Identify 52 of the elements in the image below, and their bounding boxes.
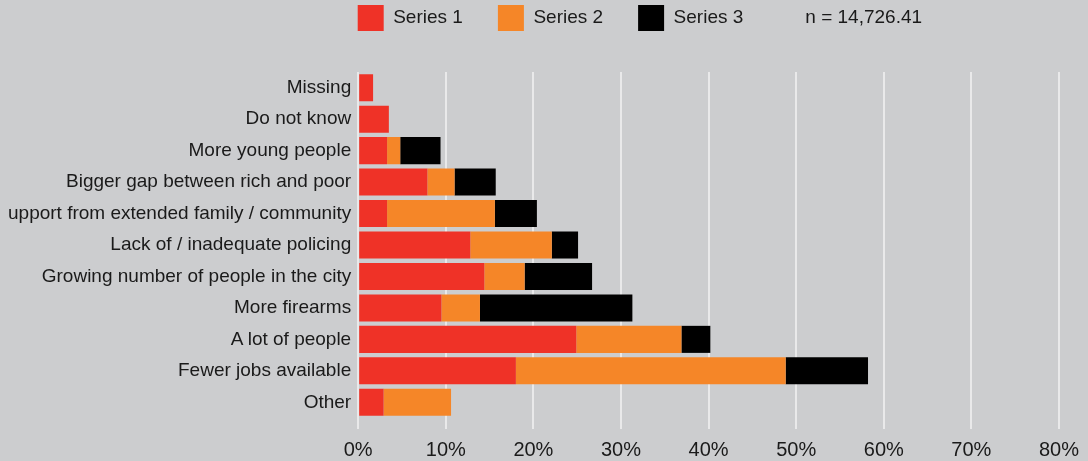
bar bbox=[484, 262, 525, 290]
bar bbox=[359, 168, 428, 196]
bar bbox=[576, 325, 682, 353]
bar bbox=[359, 388, 384, 416]
y-tick-label: upport from extended family / community bbox=[7, 201, 352, 223]
bar bbox=[524, 262, 593, 290]
bar bbox=[359, 74, 374, 102]
bar bbox=[479, 294, 633, 322]
bar bbox=[681, 325, 711, 353]
y-tick-label: Growing number of people in the city bbox=[41, 264, 352, 286]
y-tick-label: Do not know bbox=[245, 107, 352, 129]
x-tick-label: 80% bbox=[1038, 437, 1080, 460]
x-tick-label: 10% bbox=[425, 437, 467, 460]
bar bbox=[359, 231, 471, 259]
y-tick-label: Bigger gap between rich and poor bbox=[65, 170, 352, 192]
bar bbox=[359, 105, 389, 133]
y-tick-label: Other bbox=[303, 390, 352, 412]
bar bbox=[359, 357, 516, 385]
bar bbox=[470, 231, 552, 259]
bar bbox=[441, 294, 480, 322]
bar bbox=[387, 200, 495, 228]
legend-label: Series 1 bbox=[393, 6, 463, 28]
text: n = 14,726.41 bbox=[805, 6, 923, 28]
bar bbox=[383, 388, 452, 416]
bar bbox=[400, 137, 441, 165]
bar bbox=[359, 294, 442, 322]
y-tick-label: More firearms bbox=[234, 296, 352, 318]
bar bbox=[359, 137, 388, 165]
y-tick-label: Lack of / inadequate policing bbox=[110, 233, 352, 255]
legend-label: Series 3 bbox=[673, 6, 744, 28]
bar bbox=[359, 325, 577, 353]
bar bbox=[359, 200, 388, 228]
bar bbox=[515, 357, 786, 385]
x-tick-label: 70% bbox=[951, 437, 992, 460]
bar bbox=[494, 200, 537, 228]
bar bbox=[454, 168, 496, 196]
x-tick-label: 30% bbox=[600, 437, 642, 460]
bar bbox=[785, 357, 869, 385]
y-tick-label: More young people bbox=[188, 138, 352, 160]
x-tick-label: 60% bbox=[863, 437, 905, 460]
x-tick-label: 0% bbox=[343, 437, 373, 460]
bar bbox=[359, 262, 485, 290]
legend-label: Series 2 bbox=[533, 6, 604, 28]
y-tick-label: Fewer jobs available bbox=[177, 359, 352, 381]
bar bbox=[551, 231, 579, 259]
bar bbox=[387, 137, 401, 165]
y-tick-label: A lot of people bbox=[230, 327, 352, 349]
x-tick-label: 40% bbox=[688, 437, 729, 460]
x-tick-label: 20% bbox=[513, 437, 554, 460]
bar bbox=[427, 168, 455, 196]
x-tick-label: 50% bbox=[776, 437, 817, 460]
y-tick-label: Missing bbox=[286, 75, 352, 97]
